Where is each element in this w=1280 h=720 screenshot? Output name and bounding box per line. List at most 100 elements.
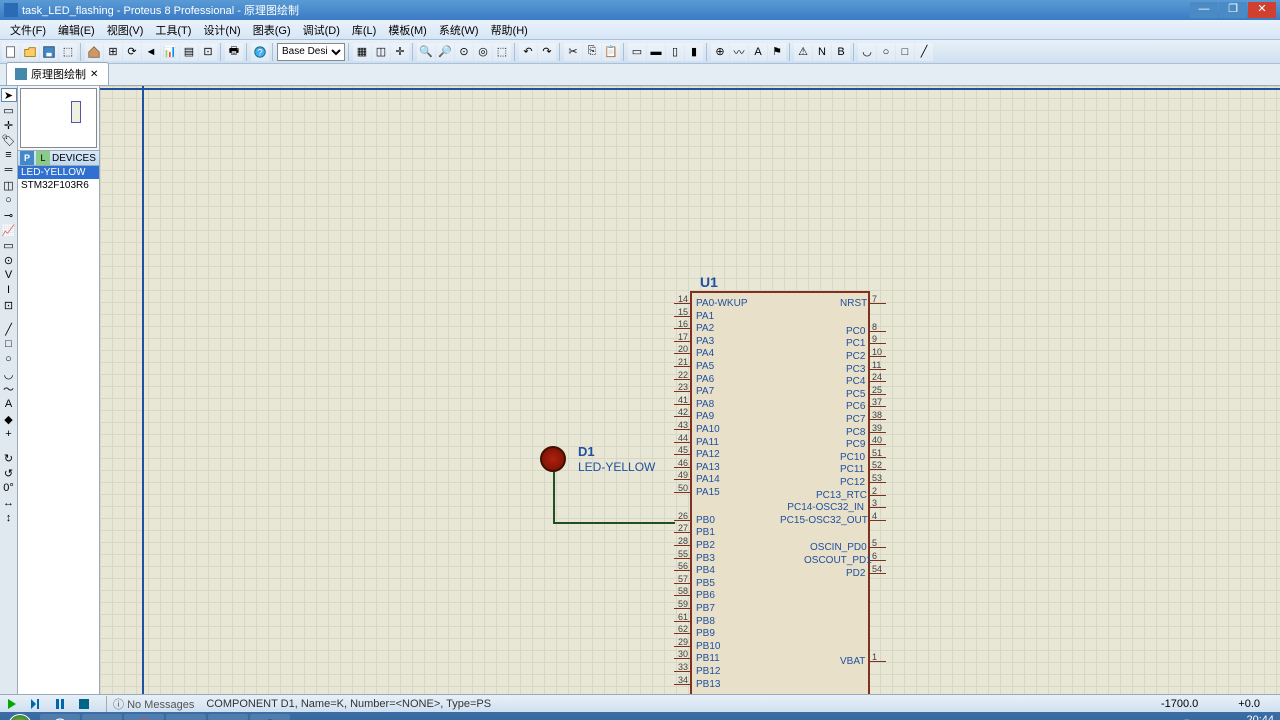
rotate-cw-icon[interactable]: ↻ (1, 451, 17, 465)
list-icon[interactable]: ▤ (180, 43, 198, 61)
selection-mode-icon[interactable]: ➤ (1, 88, 17, 102)
system-tray[interactable]: ⚑ ⬆ ⇅ 🔊 ⌨ 20:442021/12/19 (1119, 715, 1278, 720)
taskbar-explorer-icon[interactable] (82, 714, 122, 720)
symbol-icon[interactable]: ◆ (1, 412, 17, 426)
rect-icon[interactable]: □ (896, 43, 914, 61)
led-component[interactable] (540, 446, 566, 472)
path2d-icon[interactable]: 〜 (1, 382, 17, 396)
print-icon[interactable]: 🖶 (225, 43, 243, 61)
text-icon[interactable]: A (749, 43, 767, 61)
play-button[interactable] (1, 697, 23, 711)
wire-icon[interactable]: 〰 (730, 43, 748, 61)
generator-icon[interactable]: ⊙ (1, 253, 17, 267)
subcircuit-icon[interactable]: ◫ (1, 178, 17, 192)
zoom-out-icon[interactable]: 🔎 (436, 43, 454, 61)
marker-icon[interactable]: + (1, 427, 17, 441)
cut-icon[interactable]: ✂ (564, 43, 582, 61)
menu-item[interactable]: 设计(N) (197, 20, 246, 40)
zoom-in-icon[interactable]: 🔍 (417, 43, 435, 61)
overview-window[interactable] (20, 88, 97, 148)
start-button[interactable] (2, 712, 38, 720)
mirror-v-icon[interactable]: ↕ (1, 511, 17, 525)
text-script-icon[interactable]: ≡ (1, 148, 17, 162)
stop-button[interactable] (73, 697, 95, 711)
wire-label-icon[interactable]: 🏷 (1, 133, 17, 147)
schematic-canvas[interactable]: U1 14PA0-WKUP15PA116PA217PA320PA421PA522… (100, 86, 1280, 694)
zoom-fit-icon[interactable]: ⊙ (455, 43, 473, 61)
origin-icon[interactable]: ✛ (391, 43, 409, 61)
taskbar-ppt-icon[interactable]: P (208, 714, 248, 720)
maximize-button[interactable]: ❐ (1219, 2, 1247, 18)
taskbar-proteus-icon[interactable] (250, 714, 290, 720)
box2d-icon[interactable]: □ (1, 337, 17, 351)
pick-icon[interactable]: ⊕ (711, 43, 729, 61)
netlist-icon[interactable]: N (813, 43, 831, 61)
taskbar-chrome-icon[interactable] (124, 714, 164, 720)
line-tool-icon[interactable]: ╱ (915, 43, 933, 61)
pick-device-button[interactable]: P (20, 151, 34, 165)
menu-item[interactable]: 图表(G) (247, 20, 297, 40)
junction-mode-icon[interactable]: ✛ (1, 118, 17, 132)
instrument-icon[interactable]: ⊡ (1, 298, 17, 312)
probe-v-icon[interactable]: V (1, 268, 17, 282)
menu-item[interactable]: 编辑(E) (52, 20, 101, 40)
minimize-button[interactable]: — (1190, 2, 1218, 18)
bus-icon[interactable]: ═ (1, 163, 17, 177)
grid-icon[interactable]: ⊡ (199, 43, 217, 61)
refresh-icon[interactable]: ⟳ (123, 43, 141, 61)
menu-item[interactable]: 帮助(H) (485, 20, 534, 40)
angle-icon[interactable]: 0° (1, 481, 17, 495)
arc-icon[interactable]: ◡ (858, 43, 876, 61)
device-list[interactable]: LED-YELLOWSTM32F103R6 (18, 166, 99, 694)
open-icon[interactable] (21, 43, 39, 61)
tape-icon[interactable]: ▭ (1, 238, 17, 252)
device-item[interactable]: LED-YELLOW (18, 166, 99, 179)
menu-item[interactable]: 工具(T) (149, 20, 197, 40)
erc-icon[interactable]: ⚠ (794, 43, 812, 61)
zoom-area-icon[interactable]: ⬚ (493, 43, 511, 61)
zoom-all-icon[interactable]: ◎ (474, 43, 492, 61)
line2d-icon[interactable]: ╱ (1, 322, 17, 336)
undo-icon[interactable]: ↶ (519, 43, 537, 61)
grid-toggle-icon[interactable]: ▦ (353, 43, 371, 61)
new-icon[interactable] (2, 43, 20, 61)
menu-item[interactable]: 系统(W) (433, 20, 485, 40)
home-icon[interactable] (85, 43, 103, 61)
arc2d-icon[interactable]: ◡ (1, 367, 17, 381)
device-pin-icon[interactable]: ⊸ (1, 208, 17, 222)
tab-close-icon[interactable]: ✕ (90, 69, 100, 79)
library-button[interactable]: L (36, 151, 50, 165)
menu-item[interactable]: 模板(M) (382, 20, 433, 40)
menu-item[interactable]: 库(L) (346, 20, 382, 40)
block-move-icon[interactable]: ▬ (647, 43, 665, 61)
menu-item[interactable]: 视图(V) (101, 20, 150, 40)
block-delete-icon[interactable]: ▮ (685, 43, 703, 61)
chart-icon[interactable]: 📊 (161, 43, 179, 61)
step-button[interactable] (25, 697, 47, 711)
save-icon[interactable] (40, 43, 58, 61)
canvas-area[interactable]: U1 14PA0-WKUP15PA116PA217PA320PA421PA522… (100, 86, 1280, 694)
copy-icon[interactable]: ⎘ (583, 43, 601, 61)
mirror-h-icon[interactable]: ↔ (1, 496, 17, 510)
graph-icon[interactable]: 📈 (1, 223, 17, 237)
taskbar-word-icon[interactable]: W (166, 714, 206, 720)
block-copy-icon[interactable]: ▭ (628, 43, 646, 61)
circle-icon[interactable]: ○ (877, 43, 895, 61)
import-icon[interactable]: ⬚ (59, 43, 77, 61)
help-icon[interactable]: ? (251, 43, 269, 61)
bom-icon[interactable]: B (832, 43, 850, 61)
device-item[interactable]: STM32F103R6 (18, 179, 99, 192)
snap-icon[interactable]: ◫ (372, 43, 390, 61)
taskbar-ie-icon[interactable] (40, 714, 80, 720)
pause-button[interactable] (49, 697, 71, 711)
back-icon[interactable]: ◄ (142, 43, 160, 61)
menu-item[interactable]: 调试(D) (297, 20, 346, 40)
close-button[interactable]: ✕ (1248, 2, 1276, 18)
text2d-icon[interactable]: A (1, 397, 17, 411)
circle2d-icon[interactable]: ○ (1, 352, 17, 366)
block-rotate-icon[interactable]: ▯ (666, 43, 684, 61)
redo-icon[interactable]: ↷ (538, 43, 556, 61)
design-combo[interactable]: Base Design (277, 43, 345, 61)
no-messages-icon[interactable]: ⓘ No Messages (106, 696, 200, 712)
schematic-icon[interactable]: ⊞ (104, 43, 122, 61)
